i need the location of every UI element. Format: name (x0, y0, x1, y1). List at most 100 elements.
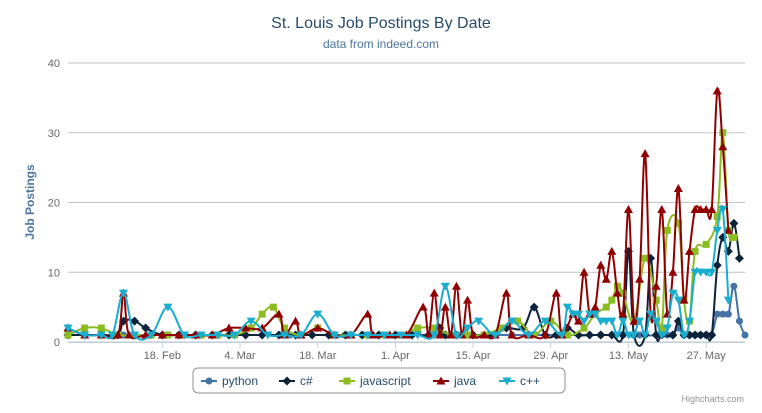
data-point (652, 296, 660, 304)
data-point (718, 205, 728, 214)
series-line (67, 88, 730, 340)
y-axis-ticks: 0 10 20 30 40 (48, 58, 60, 349)
data-point (618, 317, 628, 326)
data-point (562, 303, 572, 312)
data-point (723, 225, 733, 234)
data-point (679, 331, 689, 340)
data-point (279, 331, 289, 340)
data-point (696, 330, 706, 340)
data-point (685, 246, 695, 255)
data-point (658, 324, 666, 332)
legend-box (192, 367, 566, 394)
data-point (507, 317, 517, 326)
chart-subtitle: data from indeed.com (323, 37, 439, 51)
legend-item-python[interactable]: python (201, 374, 258, 388)
credits-link[interactable]: Highcharts.com (681, 394, 744, 404)
data-point (673, 296, 683, 305)
data-point (607, 317, 617, 326)
data-point (557, 331, 567, 340)
data-point (246, 317, 256, 326)
legend-label: python (222, 374, 258, 388)
data-point (463, 324, 473, 333)
data-point (540, 317, 550, 326)
data-point (724, 310, 732, 318)
x-axis: 18. Feb 4. Mar 18. Mar 1. Apr 15. Apr 29. Apr… (68, 342, 745, 362)
data-point (451, 281, 461, 290)
legend-swatch-marker (502, 377, 512, 386)
data-point (657, 204, 667, 213)
data-point (635, 317, 645, 326)
data-point (163, 303, 173, 312)
data-point (608, 296, 616, 304)
data-point (640, 149, 650, 158)
data-point (363, 331, 373, 340)
data-point (96, 331, 106, 340)
data-point (623, 204, 633, 213)
data-point (574, 310, 584, 319)
data-point (440, 302, 450, 311)
data-point (590, 302, 600, 311)
data-point (241, 323, 251, 332)
legend[interactable]: python c# javascript java c++ (192, 367, 566, 394)
data-point (629, 316, 639, 325)
data-point (640, 331, 650, 340)
data-point (701, 330, 711, 340)
data-point (81, 324, 89, 332)
y-tick-label: 20 (48, 198, 60, 210)
y-tick-label: 30 (48, 128, 60, 140)
data-point (662, 324, 672, 333)
data-point (668, 289, 678, 298)
data-point (429, 331, 439, 340)
data-point (596, 330, 606, 340)
x-tick-label: 18. Feb (144, 350, 181, 362)
data-point (463, 295, 473, 304)
legend-label: java (453, 374, 476, 388)
data-point (424, 330, 434, 339)
data-point (602, 303, 610, 311)
data-point (63, 324, 73, 333)
y-tick-label: 40 (48, 58, 60, 70)
data-point (257, 323, 267, 332)
data-point (174, 330, 184, 339)
data-point (97, 324, 105, 332)
data-point (113, 330, 123, 339)
data-point (291, 316, 301, 325)
series-c- (63, 204, 733, 341)
data-point (668, 267, 678, 276)
data-point (580, 324, 588, 332)
legend-item-javascript[interactable]: javascript (339, 374, 411, 388)
data-point (612, 331, 622, 340)
data-point (269, 303, 277, 311)
data-point (540, 330, 550, 339)
data-point (551, 288, 561, 297)
data-point (296, 331, 306, 340)
data-point (691, 247, 699, 255)
data-point (80, 331, 90, 340)
x-tick-label: 27. May (687, 350, 727, 362)
data-point (479, 330, 489, 339)
data-point (618, 309, 628, 318)
chart-title: St. Louis Job Postings By Date (271, 15, 491, 32)
data-point (524, 331, 534, 340)
data-point (585, 330, 595, 340)
data-point (446, 330, 456, 339)
legend-swatch-marker (205, 377, 213, 385)
data-point (414, 324, 422, 332)
data-point (440, 282, 450, 291)
legend-item-c-[interactable]: c# (279, 374, 313, 388)
data-point (563, 331, 571, 339)
data-point (651, 317, 661, 326)
data-point (723, 296, 733, 305)
data-point (418, 302, 428, 311)
legend-label: c++ (520, 374, 540, 388)
legend-item-c-[interactable]: c++ (499, 374, 540, 388)
data-point (180, 331, 190, 340)
data-point (730, 282, 738, 290)
legend-label: c# (300, 374, 313, 388)
data-point (629, 331, 639, 340)
data-point (734, 253, 744, 263)
legend-swatch-marker (436, 376, 446, 385)
legend-item-java[interactable]: java (433, 374, 476, 388)
data-point (735, 317, 743, 325)
data-point (451, 331, 461, 340)
